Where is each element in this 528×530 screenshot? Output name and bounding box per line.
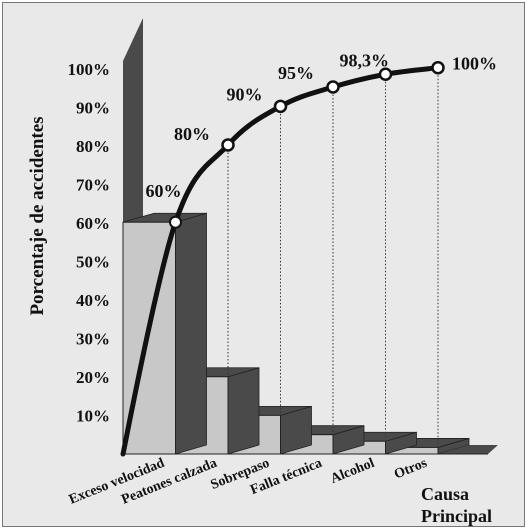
cumulative-label-3: 95% xyxy=(278,63,314,83)
cumulative-curve xyxy=(120,65,441,457)
y-tick-label-3: 30% xyxy=(76,330,110,349)
y-tick-label-1: 10% xyxy=(76,407,110,426)
cumulative-point-4 xyxy=(378,67,393,82)
y-tick-label-7: 70% xyxy=(76,176,110,195)
y-tick-label-10: 100% xyxy=(68,60,111,79)
cumulative-point-5 xyxy=(431,60,445,75)
y-axis-title: Porcentaje de accidentes xyxy=(27,116,48,315)
category-label-5: Otros xyxy=(392,456,430,483)
x-axis-title-line-1: Principal xyxy=(421,506,492,526)
drop-lines xyxy=(227,71,439,446)
bars xyxy=(122,212,470,455)
y-tick-label-2: 20% xyxy=(76,368,110,387)
cumulative-point-2 xyxy=(273,99,288,114)
bar-side-1 xyxy=(227,367,260,455)
y-tick-label-5: 50% xyxy=(76,253,110,272)
y-tick-label-8: 80% xyxy=(76,137,110,156)
bar-side-0 xyxy=(175,212,207,455)
pareto-chart: 60% 80% 90% 95% 98,3% 100% 10% 20% 30% 40% 50% 60% 7… xyxy=(27,18,498,526)
labels: 60% 80% 90% 95% 98,3% 100% 10% 20% 30% 40% 50% 60% 7… xyxy=(27,50,497,526)
cumulative-label-2: 90% xyxy=(227,84,263,104)
y-tick-label-4: 40% xyxy=(76,291,110,310)
floor-strip xyxy=(438,445,498,454)
y-tick-label-9: 90% xyxy=(76,99,110,118)
cumulative-label-0: 60% xyxy=(146,181,182,201)
x-axis-title-line-0: Causa xyxy=(421,484,469,504)
cumulative-point-3 xyxy=(326,80,340,94)
cumulative-label-4: 98,3% xyxy=(340,50,390,70)
category-label-4: Alcohol xyxy=(329,456,377,487)
cumulative-label-1: 80% xyxy=(174,124,210,144)
cumulative-point-1 xyxy=(221,138,235,152)
cumulative-point-0 xyxy=(169,215,182,229)
y-tick-label-6: 60% xyxy=(76,214,110,233)
cumulative-line xyxy=(120,60,445,457)
cumulative-label-5: 100% xyxy=(452,54,497,74)
floor xyxy=(123,445,498,455)
